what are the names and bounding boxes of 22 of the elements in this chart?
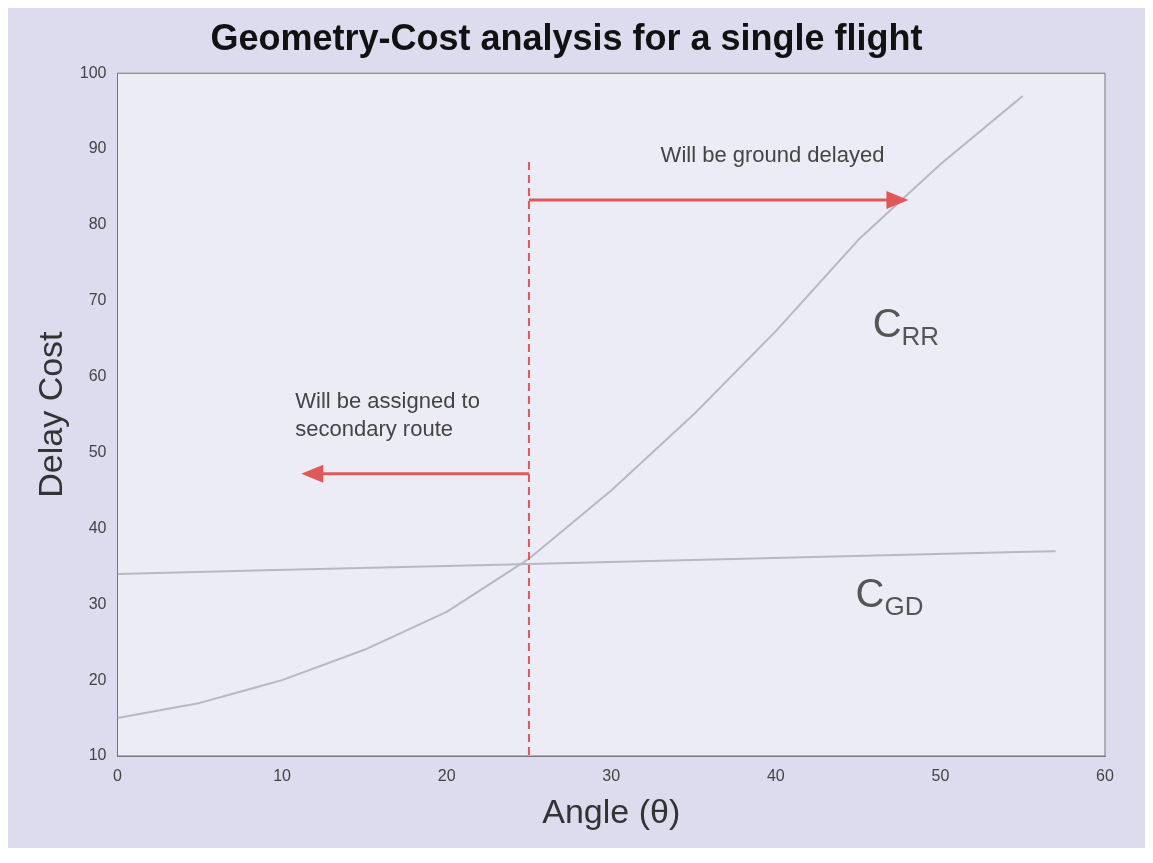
y-tick-label: 60 — [88, 367, 107, 385]
y-tick-label: 10 — [88, 746, 107, 764]
y-tick-label: 100 — [79, 63, 107, 81]
x-tick-label: 40 — [766, 767, 785, 785]
annotation: Will be assigned to secondary route — [295, 387, 480, 441]
x-tick-label: 10 — [273, 767, 292, 785]
y-tick-label: 30 — [88, 594, 107, 612]
x-tick-label: 60 — [1096, 767, 1114, 785]
y-tick-label: 20 — [88, 670, 107, 688]
y-axis-title: Delay Cost — [30, 330, 69, 498]
chart-title: Geometry-Cost analysis for a single flight — [210, 16, 923, 58]
y-tick-label: 90 — [88, 139, 107, 157]
x-tick-label: 0 — [113, 767, 123, 785]
x-tick-label: 20 — [437, 767, 456, 785]
x-tick-label: 50 — [931, 767, 950, 785]
y-tick-label: 70 — [88, 291, 107, 309]
x-axis-title: Angle (θ) — [542, 791, 681, 830]
x-tick-label: 30 — [602, 767, 621, 785]
y-tick-label: 40 — [88, 518, 107, 536]
y-tick-label: 80 — [88, 215, 107, 233]
annotation: Will be ground delayed — [660, 141, 885, 167]
y-tick-label: 50 — [88, 442, 107, 460]
